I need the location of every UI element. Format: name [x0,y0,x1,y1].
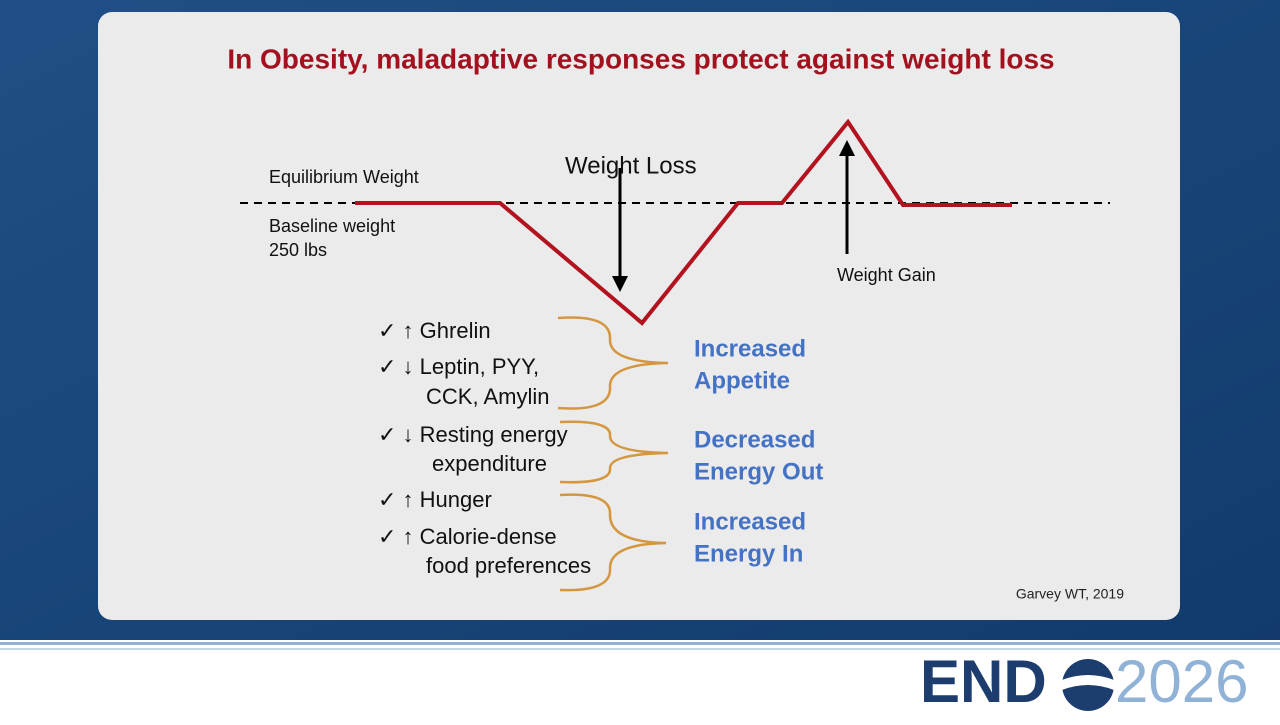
title: In Obesity, maladaptive responses protec… [227,43,1054,74]
logo-year: 2026 [1115,648,1248,715]
item: food preferences [426,553,591,578]
equilibrium-label: Equilibrium Weight [269,167,419,187]
group-label: Appetite [694,367,790,394]
gain-label: Weight Gain [837,265,936,285]
arrows [612,140,855,292]
logo-globe [1062,659,1114,711]
item: ✓ ↑ Ghrelin [378,318,491,343]
item: ✓ ↓ Leptin, PYY, [378,354,539,379]
group-label: Increased [694,508,806,535]
item: CCK, Amylin [426,384,549,409]
citation: Garvey WT, 2019 [1016,586,1124,602]
item-list: ✓ ↑ Ghrelin ✓ ↓ Leptin, PYY, CCK, Amylin… [378,318,591,578]
baseline-label: 250 lbs [269,240,327,260]
group-label: Increased [694,335,806,362]
baseline-label: Baseline weight [269,216,395,236]
braces [557,316,669,592]
item: ✓ ↓ Resting energy [378,422,568,447]
group-label: Decreased [694,426,815,453]
group-label: Energy In [694,540,803,567]
footer-rule [0,642,1280,645]
logo-name: END [920,648,1047,715]
item: ✓ ↑ Hunger [378,487,492,512]
loss-label: Weight Loss [565,152,697,179]
item: expenditure [432,451,547,476]
weight-curve [355,118,1012,326]
group-labels: Increased Appetite Decreased Energy Out … [694,335,823,567]
footer-rule [0,648,1280,650]
item: ✓ ↑ Calorie-dense [378,524,557,549]
group-label: Energy Out [694,458,823,485]
panel [98,12,1180,620]
